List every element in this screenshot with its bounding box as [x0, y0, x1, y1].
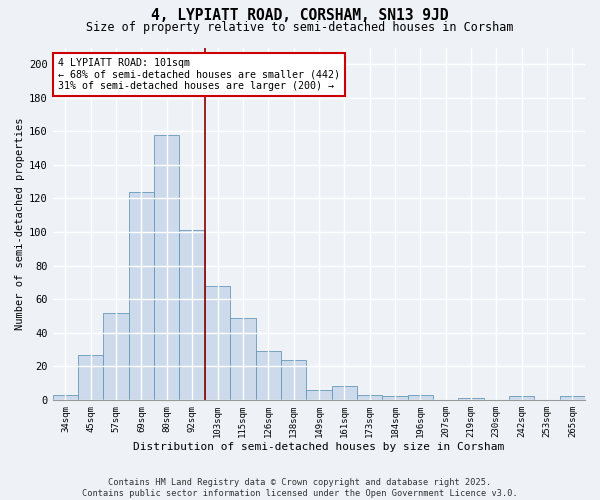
Bar — [509, 396, 535, 400]
Text: Size of property relative to semi-detached houses in Corsham: Size of property relative to semi-detach… — [86, 21, 514, 34]
Bar — [306, 390, 332, 400]
Bar — [560, 396, 585, 400]
Bar — [332, 386, 357, 400]
Text: 4, LYPIATT ROAD, CORSHAM, SN13 9JD: 4, LYPIATT ROAD, CORSHAM, SN13 9JD — [151, 8, 449, 23]
Bar — [103, 312, 129, 400]
Bar — [357, 395, 382, 400]
Bar — [256, 351, 281, 400]
Bar — [154, 134, 179, 400]
Text: 4 LYPIATT ROAD: 101sqm
← 68% of semi-detached houses are smaller (442)
31% of se: 4 LYPIATT ROAD: 101sqm ← 68% of semi-det… — [58, 58, 340, 92]
Bar — [281, 360, 306, 400]
Bar — [205, 286, 230, 400]
Bar — [382, 396, 407, 400]
X-axis label: Distribution of semi-detached houses by size in Corsham: Distribution of semi-detached houses by … — [133, 442, 505, 452]
Bar — [458, 398, 484, 400]
Y-axis label: Number of semi-detached properties: Number of semi-detached properties — [15, 118, 25, 330]
Bar — [53, 395, 78, 400]
Bar — [179, 230, 205, 400]
Bar — [78, 354, 103, 400]
Bar — [230, 318, 256, 400]
Bar — [129, 192, 154, 400]
Text: Contains HM Land Registry data © Crown copyright and database right 2025.
Contai: Contains HM Land Registry data © Crown c… — [82, 478, 518, 498]
Bar — [407, 395, 433, 400]
